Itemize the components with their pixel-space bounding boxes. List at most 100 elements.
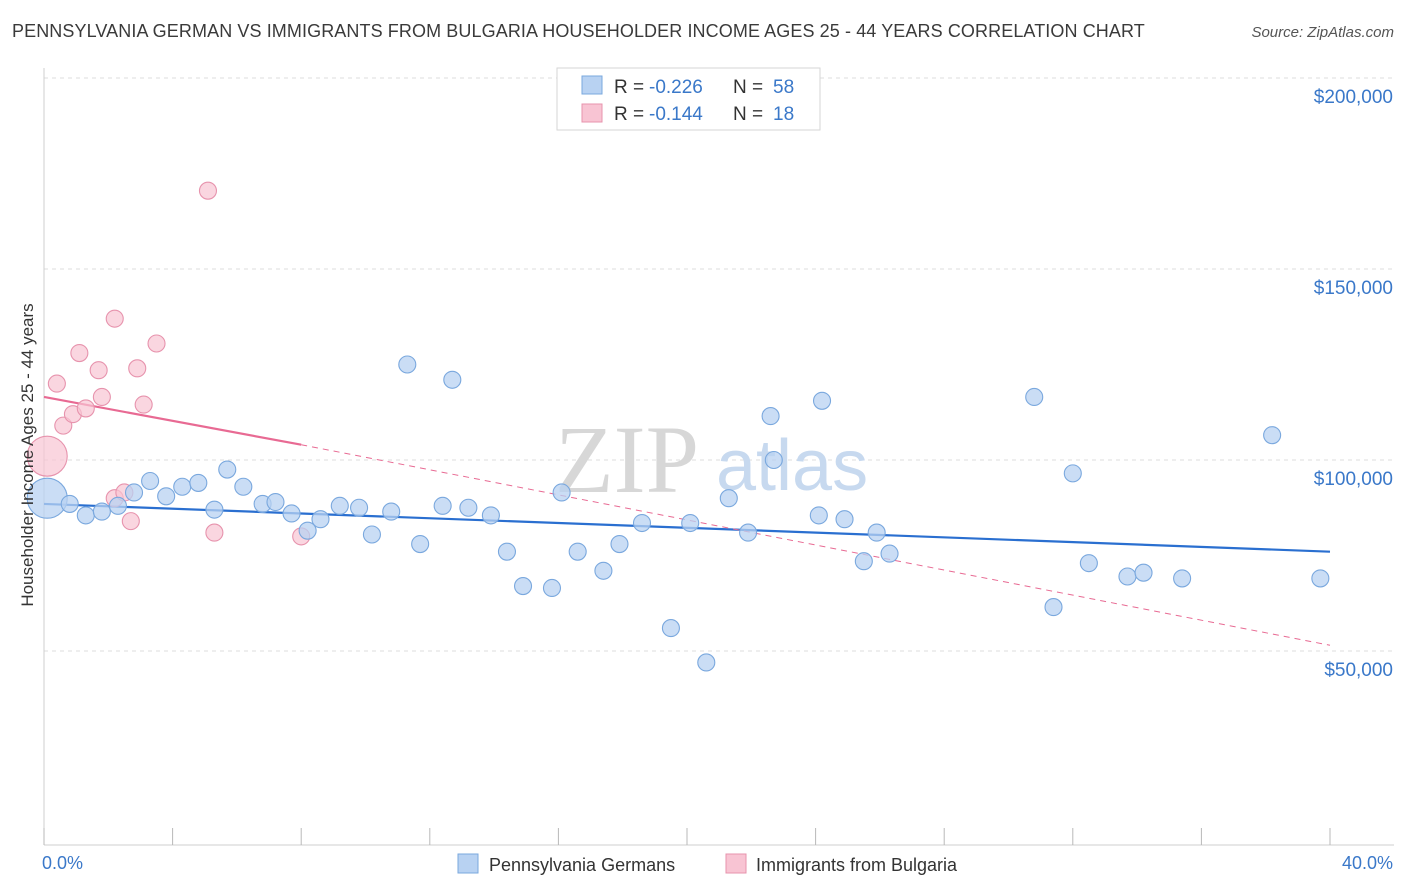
point-pennsylvania-germans <box>173 477 192 496</box>
point-bulgaria <box>47 374 66 393</box>
point-pennsylvania-germans <box>880 544 899 563</box>
point-bulgaria <box>105 309 124 328</box>
x-tick-label: 40.0% <box>1342 853 1393 873</box>
point-pennsylvania-germans <box>350 498 369 517</box>
point-pennsylvania-germans <box>812 391 832 410</box>
trend-line-bulgaria-extrapolated <box>301 444 1331 646</box>
point-pennsylvania-germans <box>76 506 95 525</box>
point-pennsylvania-germans <box>382 502 401 521</box>
gridlines <box>44 77 1394 652</box>
watermark-zip: ZIP <box>555 406 699 513</box>
point-pennsylvania-germans <box>218 460 237 479</box>
point-pennsylvania-germans <box>311 510 330 529</box>
legend-n-value: 18 <box>773 104 794 125</box>
y-tick-labels: $50,000 $100,000 $150,000 $200,000 <box>1314 87 1393 681</box>
point-pennsylvania-germans <box>141 471 160 491</box>
point-pennsylvania-germans <box>234 477 253 496</box>
point-pennsylvania-germans <box>298 521 317 540</box>
watermark: ZIP atlas <box>555 406 868 513</box>
point-pennsylvania-germans <box>189 473 208 492</box>
legend-box: R = -0.226 N = 58 R = -0.144 N = 18 <box>556 67 821 131</box>
watermark-atlas: atlas <box>716 426 868 506</box>
y-tick-label: $200,000 <box>1314 87 1393 108</box>
point-pennsylvania-germans <box>282 504 301 523</box>
point-pennsylvania-germans <box>1263 426 1282 445</box>
legend-n-value: 58 <box>773 77 794 98</box>
point-pennsylvania-germans <box>632 513 652 533</box>
data-points <box>26 181 1330 672</box>
point-pennsylvania-germans <box>157 487 176 506</box>
point-pennsylvania-germans <box>497 542 517 561</box>
point-bulgaria <box>198 181 218 200</box>
point-pennsylvania-germans <box>739 523 758 542</box>
y-tick-label: $150,000 <box>1314 278 1393 299</box>
point-pennsylvania-germans <box>92 502 111 521</box>
point-bulgaria <box>128 359 147 378</box>
point-pennsylvania-germans <box>697 653 716 672</box>
point-bulgaria <box>134 395 153 414</box>
point-pennsylvania-germans <box>761 407 780 426</box>
legend-r-value: -0.226 <box>649 77 703 98</box>
point-bulgaria <box>26 435 68 477</box>
point-pennsylvania-germans <box>610 534 629 554</box>
point-pennsylvania-germans <box>594 561 613 580</box>
point-pennsylvania-germans <box>108 496 127 515</box>
point-pennsylvania-germans <box>1079 554 1098 573</box>
bottom-legend-label: Immigrants from Bulgaria <box>756 855 958 875</box>
point-bulgaria <box>89 361 108 380</box>
point-pennsylvania-germans <box>854 552 873 571</box>
chart-title: PENNSYLVANIA GERMAN VS IMMIGRANTS FROM B… <box>12 21 1145 41</box>
point-bulgaria <box>76 399 95 418</box>
point-bulgaria <box>92 387 111 407</box>
point-pennsylvania-germans <box>764 450 783 470</box>
point-pennsylvania-germans <box>1044 598 1063 617</box>
point-pennsylvania-germans <box>481 506 500 525</box>
point-pennsylvania-germans <box>398 355 417 374</box>
point-pennsylvania-germans <box>205 500 224 519</box>
legend-swatch-pink <box>581 103 603 123</box>
point-pennsylvania-germans <box>411 534 430 554</box>
point-pennsylvania-germans <box>568 542 587 561</box>
point-pennsylvania-germans <box>1173 569 1192 588</box>
point-pennsylvania-germans <box>552 483 571 502</box>
point-pennsylvania-germans <box>809 506 828 525</box>
point-bulgaria <box>205 523 224 542</box>
legend-r-label: R = <box>614 77 644 98</box>
point-pennsylvania-germans <box>266 492 285 512</box>
point-pennsylvania-germans <box>459 498 478 517</box>
point-pennsylvania-germans <box>60 494 79 513</box>
point-pennsylvania-germans <box>1311 569 1330 588</box>
legend-n-label: N = <box>733 77 763 98</box>
point-pennsylvania-germans <box>1134 563 1153 582</box>
y-tick-label: $50,000 <box>1324 660 1393 681</box>
point-bulgaria <box>147 334 166 353</box>
x-tick-label: 0.0% <box>42 853 83 873</box>
legend-n-label: N = <box>733 104 763 125</box>
bottom-legend-swatch-pink <box>725 853 747 874</box>
point-pennsylvania-germans <box>330 496 349 515</box>
x-tick-labels: 0.0% 40.0% <box>42 853 1393 873</box>
point-pennsylvania-germans <box>1118 567 1137 586</box>
point-pennsylvania-germans <box>443 370 462 389</box>
point-pennsylvania-germans <box>867 523 886 542</box>
legend-r-label: R = <box>614 104 644 125</box>
legend-swatch-blue <box>581 75 603 95</box>
bottom-legend-swatch-blue <box>457 853 479 874</box>
point-pennsylvania-germans <box>661 619 680 638</box>
point-pennsylvania-germans <box>835 510 854 529</box>
point-pennsylvania-germans <box>1025 387 1044 407</box>
y-tick-label: $100,000 <box>1314 469 1393 490</box>
point-pennsylvania-germans <box>124 483 144 502</box>
point-pennsylvania-germans <box>719 489 738 508</box>
point-pennsylvania-germans <box>513 577 533 596</box>
bottom-legend: Pennsylvania Germans Immigrants from Bul… <box>457 853 958 875</box>
point-pennsylvania-germans <box>1063 464 1082 483</box>
y-axis-label: Householder Income Ages 25 - 44 years <box>18 303 37 606</box>
source-credit: Source: ZipAtlas.com <box>1251 24 1394 41</box>
bottom-legend-label: Pennsylvania Germans <box>489 855 675 875</box>
point-bulgaria <box>121 512 140 531</box>
point-pennsylvania-germans <box>542 578 562 598</box>
point-pennsylvania-germans <box>681 513 700 533</box>
point-pennsylvania-germans <box>433 496 452 515</box>
